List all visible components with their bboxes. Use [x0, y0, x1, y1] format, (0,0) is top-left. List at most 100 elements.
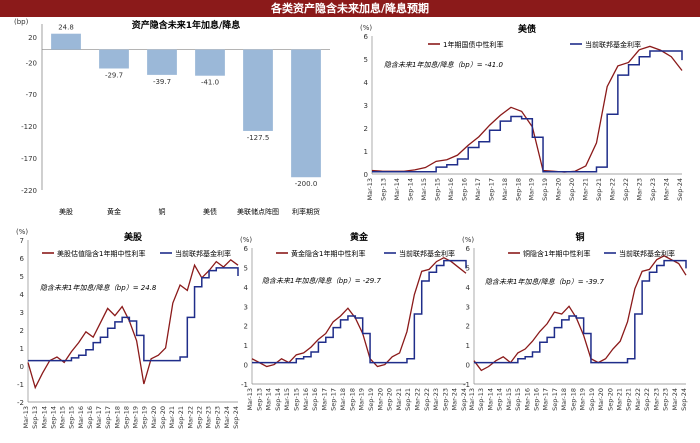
- x-tick-label: Mar-23: [636, 178, 644, 200]
- x-tick-label: Mar-22: [609, 178, 617, 200]
- x-tick-label: Mar-20: [376, 388, 384, 410]
- x-tick-label: Mar-18: [113, 406, 121, 428]
- bar-5: [291, 49, 321, 178]
- x-tick-label: Mar-15: [420, 178, 428, 200]
- x-tick-label: Sep-15: [293, 388, 301, 411]
- bar-category-label: 黄金: [107, 207, 121, 216]
- unit-label: (%): [462, 236, 474, 244]
- y-tick-label: 1: [20, 345, 24, 353]
- y-tick-label: 5: [244, 264, 248, 272]
- series-line-implied-rate: [27, 258, 239, 390]
- x-tick-label: Sep-20: [568, 178, 576, 201]
- chart-title: 美债: [518, 23, 536, 35]
- legend-label-implied: 铜隐含1年期中性利率: [523, 249, 590, 258]
- x-tick-label: Sep-13: [31, 406, 39, 429]
- x-tick-label: Sep-14: [49, 406, 57, 429]
- series-line-implied-rate: [251, 256, 467, 368]
- x-tick-label: Sep-14: [406, 178, 414, 201]
- x-tick-label: Sep-18: [514, 178, 522, 201]
- x-tick-label: Mar-21: [582, 178, 590, 200]
- bar-value-label: -29.7: [105, 72, 123, 80]
- legend-label-implied: 1年期国债中性利率: [443, 40, 503, 49]
- x-tick-label: Mar-21: [168, 406, 176, 428]
- y-tick-label: -1: [241, 381, 248, 389]
- x-tick-label: Sep-16: [311, 388, 319, 411]
- x-tick-label: Mar-22: [634, 388, 642, 410]
- y-tick-label: 4: [364, 79, 369, 87]
- x-tick-label: Sep-21: [595, 178, 603, 201]
- bar-chart-title: 资产隐含未来1年加息/降息: [132, 19, 241, 31]
- y-tick-label: 6: [244, 245, 249, 253]
- x-tick-label: Mar-13: [246, 388, 254, 410]
- x-tick-label: Mar-15: [505, 388, 513, 410]
- x-tick-label: Mar-18: [501, 178, 509, 200]
- x-tick-label: Sep-15: [514, 388, 522, 411]
- x-tick-label: Mar-23: [432, 388, 440, 410]
- y-tick-label: 4: [466, 284, 471, 292]
- unit-label: (%): [360, 24, 372, 32]
- x-tick-label: Sep-14: [274, 388, 282, 411]
- x-tick-label: Mar-19: [528, 178, 536, 200]
- bar-y-tick-label: -70: [26, 91, 37, 99]
- annotation: 隐含未来1年加息/降息（bp）= -41.0: [384, 61, 503, 69]
- bar-value-label: -127.5: [247, 134, 270, 142]
- y-tick-label: 1: [364, 148, 368, 156]
- chart-title: 铜: [575, 231, 584, 243]
- y-tick-label: 4: [20, 291, 25, 299]
- y-tick-label: 0: [466, 362, 470, 370]
- x-tick-label: Sep-24: [232, 406, 240, 429]
- line-chart-bonds: 美债 (%) 0 1 2 3 4 5 6 Mar-13 Sep-13 Mar-14 Sep-14 Mar-…: [360, 23, 684, 201]
- y-tick-label: 2: [466, 323, 470, 331]
- bar-y-tick-label: -220: [21, 187, 37, 195]
- x-tick-label: Sep-17: [330, 388, 338, 411]
- x-tick-label: Sep-19: [141, 406, 149, 429]
- x-tick-label: Mar-20: [597, 388, 605, 410]
- x-tick-label: Sep-17: [487, 178, 495, 201]
- y-tick-label: 3: [466, 303, 470, 311]
- legend-label-implied: 美股估值隐含1年期中性利率: [57, 249, 145, 258]
- x-tick-label: Mar-24: [223, 406, 231, 428]
- x-tick-label: Sep-24: [460, 388, 468, 411]
- bar-unit-label: (bp): [14, 18, 29, 26]
- x-tick-label: Sep-17: [104, 406, 112, 429]
- x-tick-label: Mar-19: [132, 406, 140, 428]
- x-tick-label: Sep-22: [195, 406, 203, 429]
- x-tick-label: Mar-24: [671, 388, 679, 410]
- x-tick-label: Mar-19: [579, 388, 587, 410]
- annotation: 隐含未来1年加息/降息（bp）= -39.7: [485, 278, 604, 286]
- x-tick-label: Mar-14: [393, 178, 401, 200]
- y-tick-label: -1: [17, 381, 24, 389]
- x-tick-label: Mar-14: [40, 406, 48, 428]
- x-tick-label: Sep-22: [622, 178, 630, 201]
- legend-label-policy: 当前联邦基金利率: [585, 40, 641, 49]
- x-tick-label: Mar-23: [205, 406, 213, 428]
- bar-value-label: -41.0: [201, 79, 219, 87]
- x-tick-label: Mar-24: [451, 388, 459, 410]
- x-tick-label: Mar-24: [663, 178, 671, 200]
- y-tick-label: 5: [20, 273, 24, 281]
- bar-value-label: 24.8: [58, 24, 74, 32]
- x-tick-label: Sep-23: [662, 388, 670, 411]
- x-tick-label: Sep-14: [496, 388, 504, 411]
- x-tick-label: Sep-24: [676, 178, 684, 201]
- series-line-implied-rate: [473, 255, 687, 372]
- x-tick-label: Sep-16: [533, 388, 541, 411]
- x-tick-label: Sep-23: [441, 388, 449, 411]
- x-tick-label: Sep-13: [477, 388, 485, 411]
- x-tick-label: Sep-16: [86, 406, 94, 429]
- page-title: 各类资产隐含未来加息/降息预期: [0, 0, 700, 17]
- x-tick-label: Sep-20: [386, 388, 394, 411]
- x-tick-label: Sep-18: [569, 388, 577, 411]
- y-tick-label: 2: [20, 327, 24, 335]
- y-tick-label: 5: [364, 56, 368, 64]
- bar-category-label: 利率期货: [292, 207, 320, 216]
- x-tick-label: Sep-23: [649, 178, 657, 201]
- x-tick-label: Mar-22: [413, 388, 421, 410]
- x-tick-label: Sep-20: [606, 388, 614, 411]
- y-tick-label: 5: [466, 264, 470, 272]
- x-tick-label: Sep-22: [423, 388, 431, 411]
- x-tick-label: Mar-17: [95, 406, 103, 428]
- bar-0: [51, 33, 81, 50]
